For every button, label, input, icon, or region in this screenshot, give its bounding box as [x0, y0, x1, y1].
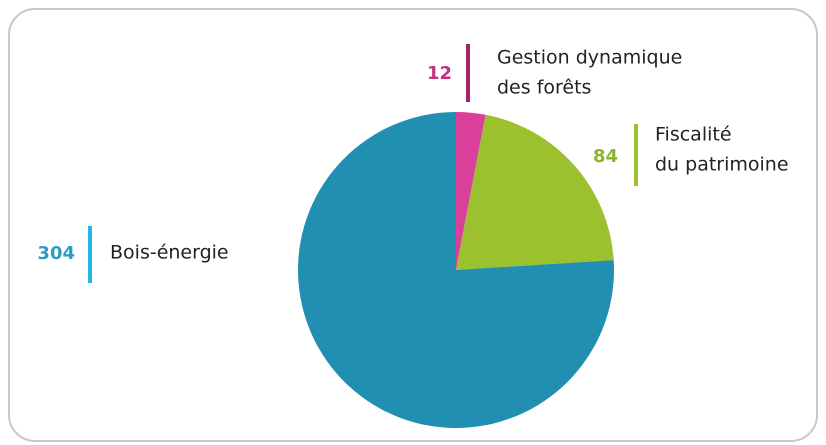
value-label: 304 [37, 243, 75, 264]
pie-slice [456, 114, 614, 270]
value-label: 84 [593, 146, 618, 167]
category-label: Gestion dynamique [497, 47, 682, 69]
category-label: du patrimoine [655, 154, 789, 176]
value-label: 12 [427, 63, 452, 84]
category-label: Fiscalité [655, 124, 732, 146]
pie-slice [456, 112, 486, 270]
category-label: Bois-énergie [110, 242, 229, 264]
category-label: des forêts [497, 77, 591, 99]
pie-slice [298, 112, 614, 428]
